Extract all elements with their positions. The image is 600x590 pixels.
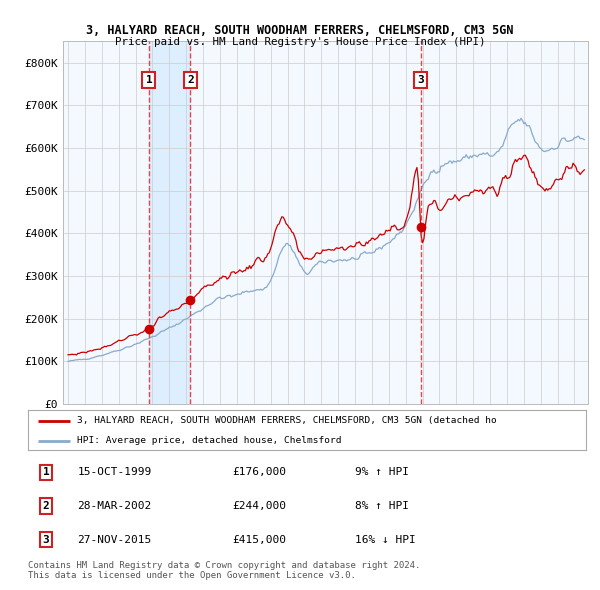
Text: Contains HM Land Registry data © Crown copyright and database right 2024.
This d: Contains HM Land Registry data © Crown c… — [28, 560, 421, 580]
Text: 8% ↑ HPI: 8% ↑ HPI — [355, 501, 409, 511]
Text: 3: 3 — [418, 75, 424, 85]
Text: 9% ↑ HPI: 9% ↑ HPI — [355, 467, 409, 477]
Text: 1: 1 — [146, 75, 152, 85]
Text: 2: 2 — [187, 75, 194, 85]
Text: 3: 3 — [43, 535, 49, 545]
Text: 16% ↓ HPI: 16% ↓ HPI — [355, 535, 415, 545]
Text: 2: 2 — [43, 501, 49, 511]
Text: £415,000: £415,000 — [232, 535, 286, 545]
Text: £244,000: £244,000 — [232, 501, 286, 511]
Text: 27-NOV-2015: 27-NOV-2015 — [77, 535, 152, 545]
Bar — [149, 41, 190, 404]
Text: £176,000: £176,000 — [232, 467, 286, 477]
Text: 1: 1 — [43, 467, 49, 477]
Text: Price paid vs. HM Land Registry's House Price Index (HPI): Price paid vs. HM Land Registry's House … — [115, 37, 485, 47]
Text: 3, HALYARD REACH, SOUTH WOODHAM FERRERS, CHELMSFORD, CM3 5GN (detached ho: 3, HALYARD REACH, SOUTH WOODHAM FERRERS,… — [77, 417, 497, 425]
Text: 28-MAR-2002: 28-MAR-2002 — [77, 501, 152, 511]
Text: 3, HALYARD REACH, SOUTH WOODHAM FERRERS, CHELMSFORD, CM3 5GN: 3, HALYARD REACH, SOUTH WOODHAM FERRERS,… — [86, 24, 514, 37]
Text: 15-OCT-1999: 15-OCT-1999 — [77, 467, 152, 477]
Text: HPI: Average price, detached house, Chelmsford: HPI: Average price, detached house, Chel… — [77, 436, 342, 445]
